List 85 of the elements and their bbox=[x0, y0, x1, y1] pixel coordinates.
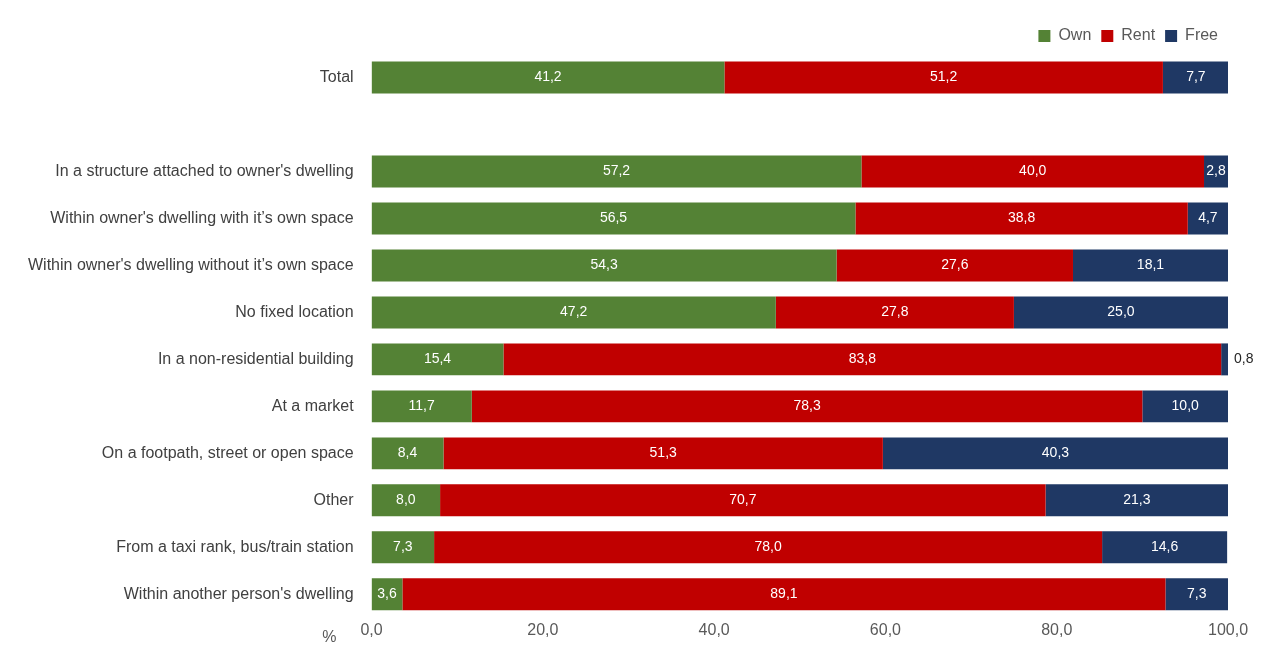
data-label: 11,7 bbox=[408, 397, 435, 414]
y-tick-label: From a taxi rank, bus/train station bbox=[116, 537, 354, 555]
data-label: 27,8 bbox=[881, 303, 909, 320]
bar bbox=[440, 484, 1046, 517]
bar bbox=[371, 296, 776, 329]
bar bbox=[1142, 390, 1228, 423]
bar bbox=[471, 390, 1143, 423]
x-tick-label: 100,0 bbox=[1207, 620, 1249, 638]
x-tick-label: 0,0 bbox=[360, 620, 383, 638]
y-tick-label: No fixed location bbox=[235, 302, 354, 320]
bar bbox=[861, 155, 1205, 188]
bar bbox=[443, 437, 883, 470]
legend-label: Rent bbox=[1121, 26, 1156, 44]
bar bbox=[371, 249, 837, 282]
y-tick-label: In a structure attached to owner's dwelling bbox=[55, 161, 354, 179]
bar bbox=[1221, 343, 1228, 376]
data-label: 4,7 bbox=[1198, 209, 1218, 226]
y-tick-label: Within owner's dwelling without it’s own space bbox=[28, 255, 354, 273]
data-label: 83,8 bbox=[848, 350, 877, 367]
data-label: 2,8 bbox=[1206, 162, 1226, 179]
data-label: 56,5 bbox=[599, 209, 628, 226]
x-tick-label: 80,0 bbox=[1041, 620, 1073, 638]
bar bbox=[1072, 249, 1228, 282]
x-axis-title: % bbox=[322, 628, 337, 646]
bar bbox=[371, 437, 444, 470]
data-label: 51,2 bbox=[930, 68, 958, 85]
bar bbox=[1187, 202, 1228, 235]
data-label: 21,3 bbox=[1123, 491, 1151, 508]
data-label: 18,1 bbox=[1136, 256, 1165, 273]
data-label: 27,6 bbox=[941, 256, 969, 273]
bar bbox=[1102, 531, 1228, 564]
y-tick-label: Within another person's dwelling bbox=[123, 584, 354, 602]
bar bbox=[1013, 296, 1228, 329]
bar bbox=[503, 343, 1222, 376]
data-label: 10,0 bbox=[1171, 397, 1200, 414]
x-tick-label: 40,0 bbox=[698, 620, 730, 638]
bar bbox=[1165, 578, 1228, 611]
bar bbox=[402, 578, 1166, 611]
bar bbox=[371, 484, 441, 517]
bar bbox=[371, 343, 504, 376]
data-label: 40,3 bbox=[1041, 444, 1070, 461]
bar bbox=[371, 390, 472, 423]
data-label: 7,7 bbox=[1186, 68, 1206, 85]
y-tick-label: In a non-residential building bbox=[157, 349, 354, 367]
bar bbox=[371, 155, 862, 188]
data-label: 3,6 bbox=[377, 585, 397, 602]
legend-label: Own bbox=[1058, 26, 1092, 44]
bar bbox=[371, 202, 856, 235]
bar bbox=[1045, 484, 1228, 517]
x-tick-label: 20,0 bbox=[527, 620, 559, 638]
data-label: 15,4 bbox=[423, 350, 452, 367]
data-label: 51,3 bbox=[649, 444, 678, 461]
bar bbox=[836, 249, 1073, 282]
y-tick-label: Total bbox=[319, 67, 354, 85]
data-label: 7,3 bbox=[393, 538, 413, 555]
x-tick-label: 60,0 bbox=[869, 620, 902, 638]
data-label: 25,0 bbox=[1107, 303, 1135, 320]
data-label: 89,1 bbox=[770, 585, 798, 602]
bar bbox=[882, 437, 1228, 470]
bar bbox=[371, 531, 435, 564]
y-tick-label: Other bbox=[313, 490, 355, 508]
data-label: 0,8 bbox=[1234, 350, 1254, 367]
bar bbox=[1162, 61, 1228, 94]
bar bbox=[855, 202, 1188, 235]
data-label: 78,3 bbox=[793, 397, 821, 414]
bar bbox=[434, 531, 1103, 564]
data-label: 70,7 bbox=[729, 491, 757, 508]
data-label: 47,2 bbox=[560, 303, 588, 320]
bar bbox=[775, 296, 1014, 329]
data-label: 7,3 bbox=[1187, 585, 1207, 602]
data-label: 38,8 bbox=[1007, 209, 1036, 226]
bar bbox=[724, 61, 1163, 94]
data-label: 40,0 bbox=[1019, 162, 1047, 179]
data-label: 8,0 bbox=[396, 491, 416, 508]
data-label: 14,6 bbox=[1151, 538, 1179, 555]
data-label: 78,0 bbox=[754, 538, 782, 555]
data-label: 57,2 bbox=[602, 162, 631, 179]
y-tick-label: Within owner's dwelling with it’s own space bbox=[50, 208, 354, 226]
legend-label: Free bbox=[1185, 26, 1219, 44]
bar bbox=[371, 61, 725, 94]
y-tick-label: At a market bbox=[271, 396, 355, 414]
data-label: 41,2 bbox=[534, 68, 562, 85]
data-label: 54,3 bbox=[590, 256, 618, 273]
data-label: 8,4 bbox=[397, 444, 418, 461]
y-tick-label: On a footpath, street or open space bbox=[101, 443, 354, 461]
